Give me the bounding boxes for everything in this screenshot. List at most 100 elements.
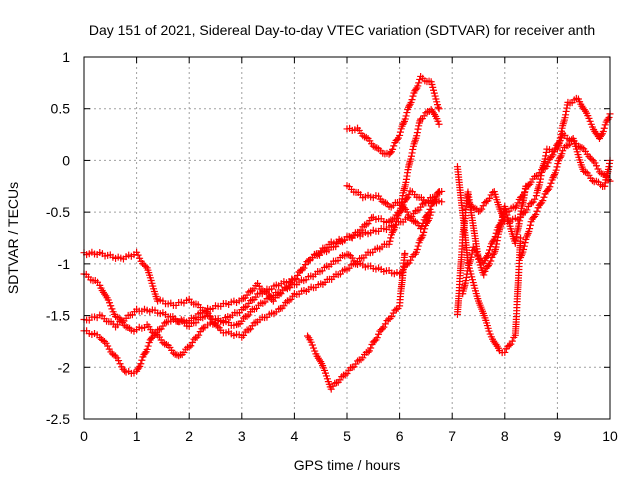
data-point [248,287,256,295]
y-tick-label: -2.5 [46,411,70,427]
data-point [405,211,413,219]
data-point [364,348,372,356]
data-point [341,371,349,379]
data-point [487,257,495,265]
data-point [141,349,149,357]
data-point [388,313,396,321]
data-point [492,229,500,237]
data-point [414,125,422,133]
data-point [418,223,426,231]
data-point [392,221,400,229]
data-point [407,256,415,264]
data-point [214,322,222,330]
data-point [485,249,493,257]
data-point [540,193,548,201]
data-point [345,251,353,259]
data-point [390,142,398,150]
data-point [549,151,557,159]
data-point [408,96,416,104]
data-point [411,218,419,226]
data-point [418,200,426,208]
data-point [432,195,440,203]
data-point [396,128,404,136]
data-point [386,149,394,157]
data-point [564,142,572,150]
y-tick-label: 0 [62,152,70,168]
data-point [532,210,540,218]
data-point [600,124,608,132]
data-point [518,192,526,200]
data-point [403,260,411,268]
data-point [411,138,419,146]
data-point [304,332,312,340]
data-point [480,271,488,279]
data-point [122,323,130,331]
data-point [400,204,408,212]
series-sat-d [80,106,443,331]
data-point [520,245,528,253]
data-point [389,145,397,153]
data-point [101,290,109,298]
data-point [308,341,316,349]
data-point [507,340,515,348]
data-point [531,195,539,203]
data-point [116,360,124,368]
data-point [161,319,169,327]
data-point [434,103,442,111]
data-point [285,297,293,305]
x-tick-label: 7 [448,428,456,444]
data-point [523,231,531,239]
data-point [414,242,422,250]
series-sat-l [517,135,614,262]
data-point [243,312,251,320]
data-point [592,162,600,170]
x-tick-label: 3 [238,428,246,444]
y-axis-title: SDTVAR / TECUs [5,182,21,294]
data-point [387,234,395,242]
data-point [414,82,422,90]
data-point [599,127,607,135]
data-point [543,186,551,194]
x-axis-title: GPS time / hours [294,457,401,473]
data-point [407,152,415,160]
data-point [413,246,421,254]
series-sat-c [80,187,446,377]
x-tick-label: 5 [343,428,351,444]
data-point [362,133,370,141]
data-point [188,338,196,346]
data-point [405,103,413,111]
data-point [508,337,516,345]
data-point [485,246,493,254]
data-point [364,220,372,228]
data-point [380,323,388,331]
data-point [367,344,375,352]
data-point [386,237,394,245]
y-tick-labels: -2.5 -2 -1.5 -1 -0.5 0 0.5 1 [46,49,70,427]
data-point [552,166,560,174]
data-point [513,202,521,210]
data-point [115,357,123,365]
data-point [338,373,346,381]
y-tick-label: -0.5 [46,204,70,220]
data-point [465,259,473,267]
x-tick-label: 0 [80,428,88,444]
data-point [585,114,593,122]
data-point [294,271,302,279]
x-tick-label: 6 [396,428,404,444]
data-point [104,342,112,350]
data-point [526,200,534,208]
data-point [549,174,557,182]
series-sat-i [453,163,525,357]
data-point [419,219,427,227]
data-point [396,131,404,139]
data-point [108,305,116,313]
data-point [393,135,401,143]
data-point [379,325,387,333]
data-point [245,311,253,319]
data-point [343,370,351,378]
data-point [426,205,434,213]
x-tick-label: 8 [501,428,509,444]
data-point [144,342,152,350]
data-point [434,189,442,197]
data-point [195,331,203,339]
